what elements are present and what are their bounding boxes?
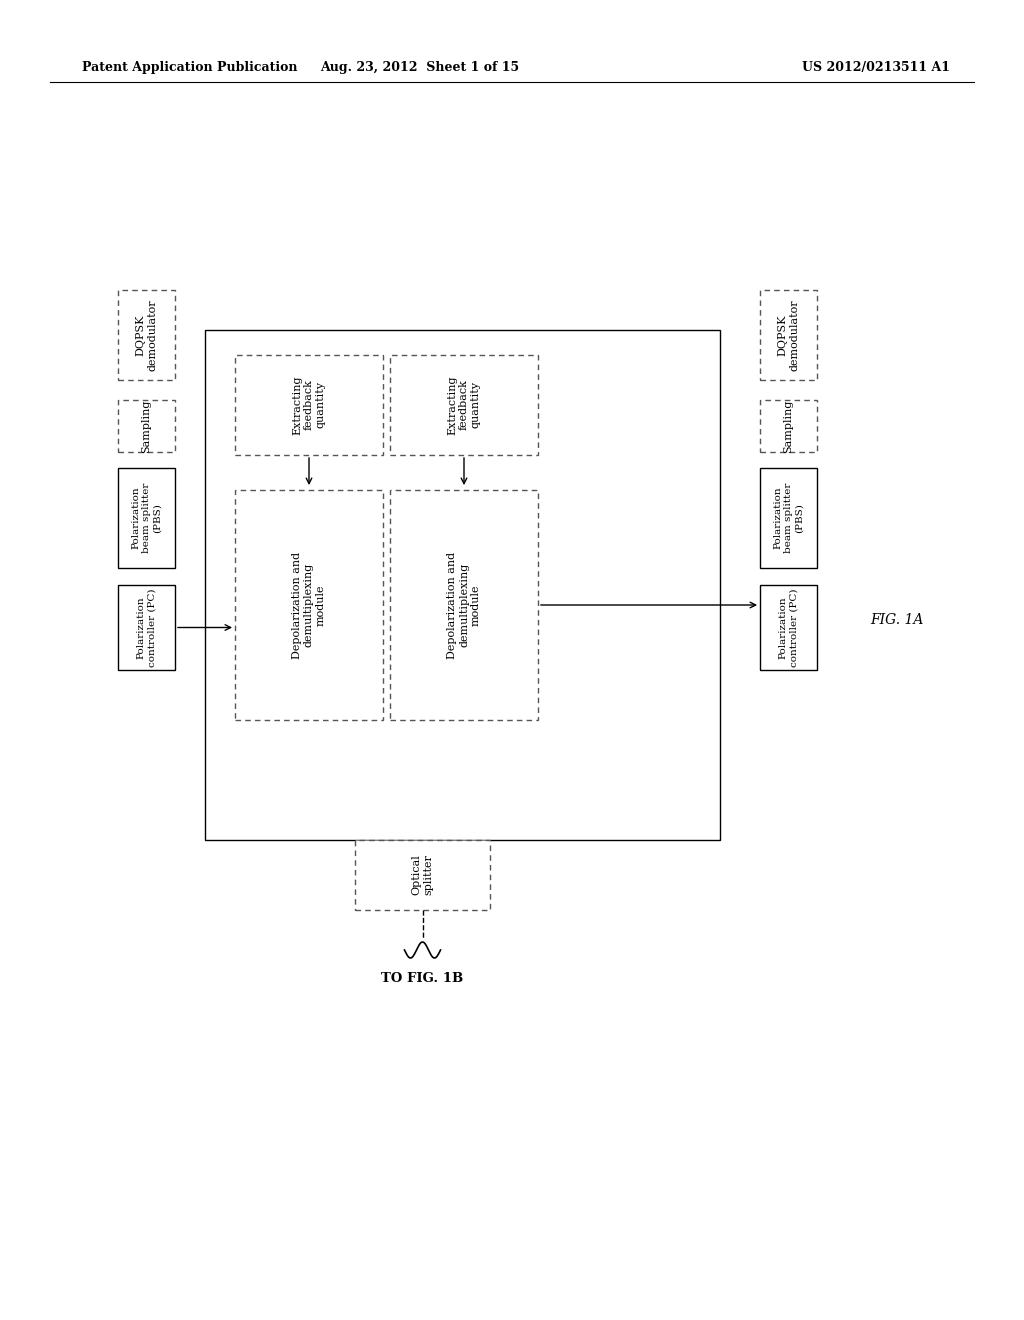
Bar [234, 355, 383, 455]
Bar [760, 400, 817, 451]
Text: DQPSK
demodulator: DQPSK demodulator [136, 300, 158, 371]
Bar [390, 355, 538, 455]
Bar [390, 490, 538, 719]
Text: Depolarization and
demultiplexing
module: Depolarization and demultiplexing module [447, 552, 480, 659]
Bar [118, 469, 175, 568]
Text: Polarization
beam splitter
(PBS): Polarization beam splitter (PBS) [132, 483, 162, 553]
Text: Polarization
controller (PC): Polarization controller (PC) [137, 589, 157, 667]
Text: Extracting
feedback
quantity: Extracting feedback quantity [293, 375, 326, 434]
Text: Polarization
beam splitter
(PBS): Polarization beam splitter (PBS) [773, 483, 804, 553]
Bar [205, 330, 720, 840]
Bar [118, 290, 175, 380]
Text: DQPSK
demodulator: DQPSK demodulator [777, 300, 800, 371]
Text: Sampling: Sampling [783, 400, 794, 453]
Bar [760, 290, 817, 380]
Bar [355, 840, 490, 909]
Text: Optical
splitter: Optical splitter [412, 854, 433, 895]
Text: Depolarization and
demultiplexing
module: Depolarization and demultiplexing module [293, 552, 326, 659]
Text: Sampling: Sampling [141, 400, 152, 453]
Bar [234, 490, 383, 719]
Text: Polarization
controller (PC): Polarization controller (PC) [779, 589, 798, 667]
Text: Patent Application Publication: Patent Application Publication [82, 62, 298, 74]
Bar [760, 469, 817, 568]
Text: Extracting
feedback
quantity: Extracting feedback quantity [447, 375, 480, 434]
Text: Aug. 23, 2012  Sheet 1 of 15: Aug. 23, 2012 Sheet 1 of 15 [321, 62, 519, 74]
Bar [760, 585, 817, 671]
Bar [118, 585, 175, 671]
Text: US 2012/0213511 A1: US 2012/0213511 A1 [802, 62, 950, 74]
Text: TO FIG. 1B: TO FIG. 1B [381, 972, 464, 985]
Bar [118, 400, 175, 451]
Text: FIG. 1A: FIG. 1A [870, 612, 924, 627]
